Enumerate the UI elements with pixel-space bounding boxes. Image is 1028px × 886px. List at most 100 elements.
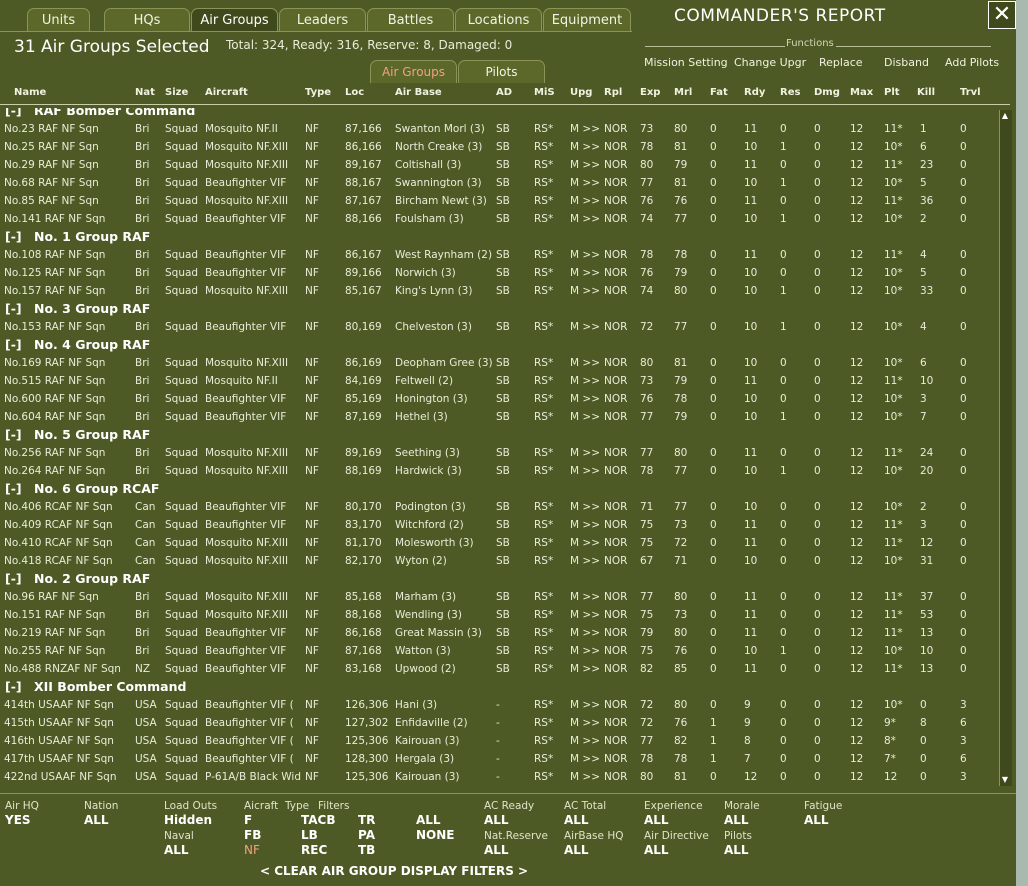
- table-row[interactable]: 416th USAAF NF Sqn USA Squad Beaufighter VI…: [0, 732, 998, 750]
- table-row[interactable]: No.108 RAF NF Sqn Bri Squad Beaufighter VIF…: [0, 246, 998, 264]
- collapse-toggle[interactable]: [-]: [5, 229, 22, 244]
- collapse-toggle[interactable]: [-]: [5, 679, 22, 694]
- table-row[interactable]: 422nd USAAF NF Sqn USA Squad P-61A/B Black …: [0, 768, 998, 786]
- type-filter-tacb[interactable]: TACB: [301, 813, 336, 827]
- col-loc[interactable]: Loc: [345, 87, 365, 98]
- ac-total-filter-value[interactable]: ALL: [564, 813, 589, 827]
- type-filter-none[interactable]: NONE: [416, 828, 455, 842]
- nation-filter-value[interactable]: ALL: [84, 813, 109, 827]
- morale-filter-value[interactable]: ALL: [724, 813, 749, 827]
- tab-units[interactable]: Units: [27, 8, 90, 32]
- tab-locations[interactable]: Locations: [455, 8, 542, 32]
- close-button[interactable]: ✕: [988, 1, 1016, 29]
- type-filter-lb[interactable]: LB: [301, 828, 318, 842]
- col-ad[interactable]: AD: [496, 87, 513, 98]
- airbase-hq-filter-value[interactable]: ALL: [564, 843, 589, 857]
- tab-battles[interactable]: Battles: [367, 8, 454, 32]
- type-filter-all[interactable]: ALL: [416, 813, 441, 827]
- scroll-up-icon[interactable]: ▲: [1001, 111, 1009, 120]
- experience-filter-value[interactable]: ALL: [644, 813, 669, 827]
- table-row[interactable]: No.264 RAF NF Sqn Bri Squad Mosquito NF.XII…: [0, 462, 998, 480]
- collapse-toggle[interactable]: [-]: [5, 108, 22, 118]
- table-row[interactable]: No.151 RAF NF Sqn Bri Squad Mosquito NF.XII…: [0, 606, 998, 624]
- tab-equipment[interactable]: Equipment: [543, 8, 631, 32]
- group-header[interactable]: [-] No. 4 Group RAF: [0, 336, 998, 354]
- type-filter-rec[interactable]: REC: [301, 843, 328, 857]
- nat-reserve-filter-value[interactable]: ALL: [484, 843, 509, 857]
- col-air-base[interactable]: Air Base: [395, 87, 442, 98]
- col-max[interactable]: Max: [850, 87, 874, 98]
- type-filter-nf[interactable]: NF: [244, 843, 260, 857]
- table-row[interactable]: No.29 RAF NF Sqn Bri Squad Mosquito NF.XIII…: [0, 156, 998, 174]
- col-fat[interactable]: Fat: [710, 87, 728, 98]
- mission-setting-button[interactable]: Mission Setting: [644, 56, 728, 69]
- subtab-pilots[interactable]: Pilots: [458, 60, 545, 83]
- table-row[interactable]: 415th USAAF NF Sqn USA Squad Beaufighter VI…: [0, 714, 998, 732]
- ac-ready-filter-value[interactable]: ALL: [484, 813, 509, 827]
- table-row[interactable]: No.255 RAF NF Sqn Bri Squad Beaufighter VIF…: [0, 642, 998, 660]
- tab-hqs[interactable]: HQs: [104, 8, 190, 32]
- group-header[interactable]: [-] No. 6 Group RCAF: [0, 480, 998, 498]
- collapse-toggle[interactable]: [-]: [5, 571, 22, 586]
- air-directive-filter-value[interactable]: ALL: [644, 843, 669, 857]
- change-upgrade-button[interactable]: Change Upgr: [734, 56, 807, 69]
- col-dmg[interactable]: Dmg: [814, 87, 840, 98]
- collapse-toggle[interactable]: [-]: [5, 481, 22, 496]
- scroll-down-icon[interactable]: ▼: [1001, 775, 1009, 784]
- tab-leaders[interactable]: Leaders: [279, 8, 366, 32]
- table-row[interactable]: No.409 RCAF NF Sqn Can Squad Beaufighter VI…: [0, 516, 998, 534]
- table-row[interactable]: No.256 RAF NF Sqn Bri Squad Mosquito NF.XII…: [0, 444, 998, 462]
- col-nat[interactable]: Nat: [135, 87, 155, 98]
- collapse-toggle[interactable]: [-]: [5, 301, 22, 316]
- group-header[interactable]: [-] No. 1 Group RAF: [0, 228, 998, 246]
- col-mis[interactable]: MiS: [534, 87, 555, 98]
- fatigue-filter-value[interactable]: ALL: [804, 813, 829, 827]
- collapse-toggle[interactable]: [-]: [5, 427, 22, 442]
- col-kill[interactable]: Kill: [917, 87, 936, 98]
- group-header[interactable]: [-] No. 3 Group RAF: [0, 300, 998, 318]
- col-type[interactable]: Type: [305, 87, 332, 98]
- col-upg[interactable]: Upg: [570, 87, 593, 98]
- table-row[interactable]: No.96 RAF NF Sqn Bri Squad Mosquito NF.XIII…: [0, 588, 998, 606]
- subtab-air-groups[interactable]: Air Groups: [370, 60, 457, 83]
- naval-filter-value[interactable]: ALL: [164, 843, 189, 857]
- type-filter-tr[interactable]: TR: [358, 813, 376, 827]
- pilots-filter-value[interactable]: ALL: [724, 843, 749, 857]
- table-row[interactable]: No.604 RAF NF Sqn Bri Squad Beaufighter VIF…: [0, 408, 998, 426]
- table-row[interactable]: No.488 RNZAF NF Sqn NZ Squad Beaufighter VI…: [0, 660, 998, 678]
- disband-button[interactable]: Disband: [884, 56, 929, 69]
- col-res[interactable]: Res: [780, 87, 801, 98]
- clear-filters-button[interactable]: < CLEAR AIR GROUP DISPLAY FILTERS >: [260, 864, 529, 878]
- col-name[interactable]: Name: [14, 87, 47, 98]
- table-row[interactable]: No.515 RAF NF Sqn Bri Squad Mosquito NF.II N…: [0, 372, 998, 390]
- type-filter-fb[interactable]: FB: [244, 828, 262, 842]
- load-outs-filter-value[interactable]: Hidden: [164, 813, 213, 827]
- group-header[interactable]: [-] No. 5 Group RAF: [0, 426, 998, 444]
- table-row[interactable]: No.157 RAF NF Sqn Bri Squad Mosquito NF.XII…: [0, 282, 998, 300]
- table-row[interactable]: No.169 RAF NF Sqn Bri Squad Mosquito NF.XII…: [0, 354, 998, 372]
- group-header[interactable]: [-] No. 2 Group RAF: [0, 570, 998, 588]
- table-row[interactable]: 417th USAAF NF Sqn USA Squad Beaufighter VI…: [0, 750, 998, 768]
- table-row[interactable]: No.418 RCAF NF Sqn Can Squad Mosquito NF.XI…: [0, 552, 998, 570]
- col-trvl[interactable]: Trvl: [960, 87, 981, 98]
- col-mrl[interactable]: Mrl: [674, 87, 693, 98]
- col-aircraft[interactable]: Aircraft: [205, 87, 248, 98]
- table-row[interactable]: 414th USAAF NF Sqn USA Squad Beaufighter VI…: [0, 696, 998, 714]
- col-rpl[interactable]: Rpl: [604, 87, 623, 98]
- tab-air-groups[interactable]: Air Groups: [191, 8, 278, 32]
- col-size[interactable]: Size: [165, 87, 189, 98]
- col-rdy[interactable]: Rdy: [744, 87, 766, 98]
- col-plt[interactable]: Plt: [884, 87, 900, 98]
- table-row[interactable]: No.141 RAF NF Sqn Bri Squad Beaufighter VIF…: [0, 210, 998, 228]
- group-header[interactable]: [-] XII Bomber Command: [0, 678, 998, 696]
- replace-button[interactable]: Replace: [819, 56, 863, 69]
- air-hq-filter-value[interactable]: YES: [5, 813, 31, 827]
- col-exp[interactable]: Exp: [640, 87, 661, 98]
- type-filter-f[interactable]: F: [244, 813, 253, 827]
- type-filter-tb[interactable]: TB: [358, 843, 376, 857]
- table-row[interactable]: No.406 RCAF NF Sqn Can Squad Beaufighter VI…: [0, 498, 998, 516]
- type-filter-pa[interactable]: PA: [358, 828, 375, 842]
- table-row[interactable]: No.25 RAF NF Sqn Bri Squad Mosquito NF.XIII…: [0, 138, 998, 156]
- add-pilots-button[interactable]: Add Pilots: [945, 56, 1000, 69]
- table-row[interactable]: No.68 RAF NF Sqn Bri Squad Beaufighter VIF N…: [0, 174, 998, 192]
